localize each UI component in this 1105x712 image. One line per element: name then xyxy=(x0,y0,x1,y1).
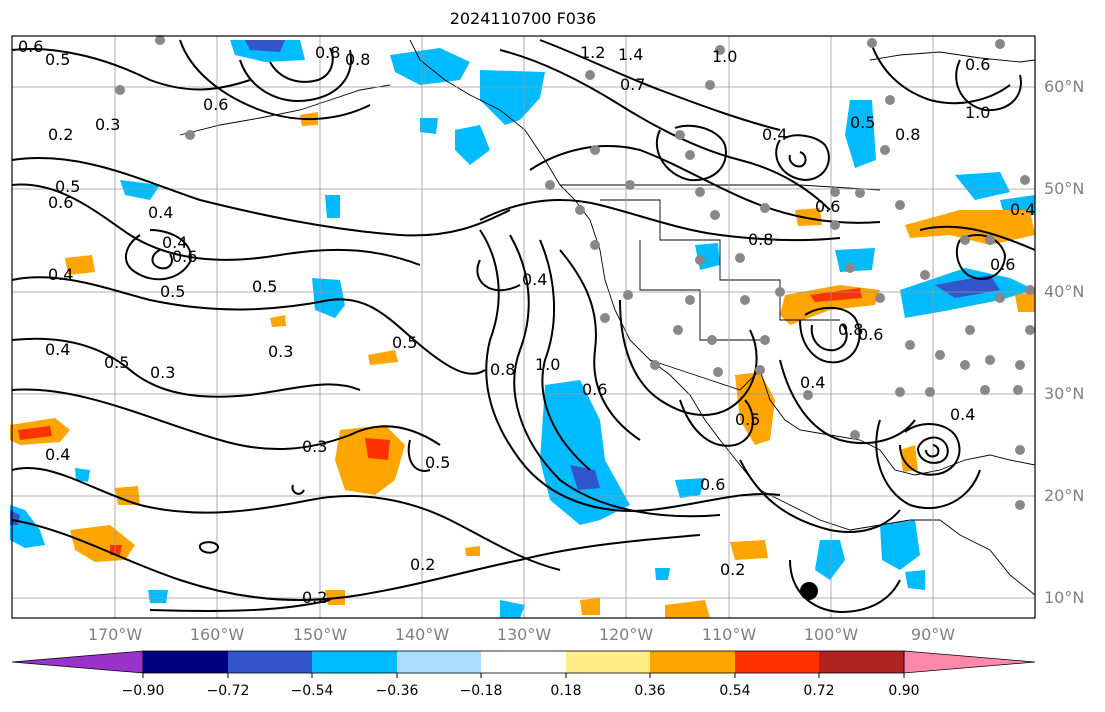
colorbar-tick: 0.72 xyxy=(803,683,835,699)
contour-label: 0.3 xyxy=(302,437,327,456)
map-title: 2024110700 F036 xyxy=(449,9,597,28)
contour-label: 0.7 xyxy=(620,75,645,94)
contour-label: 0.2 xyxy=(720,560,745,579)
contour-label: 0.6 xyxy=(18,37,43,56)
coastlines xyxy=(179,39,1036,596)
contour-lines xyxy=(11,39,1036,614)
lon-label-130w: 130°W xyxy=(496,625,552,644)
contour-label: 0.5 xyxy=(45,50,70,69)
contour-label: 0.6 xyxy=(815,197,840,216)
colorbar-tick: 0.36 xyxy=(634,683,666,699)
contour-label: 0.6 xyxy=(203,95,228,114)
contour-label: 1.0 xyxy=(965,103,990,122)
contour-label: 0.4 xyxy=(522,270,547,289)
contour-label: 0.8 xyxy=(748,230,773,249)
contour-label: 0.5 xyxy=(160,282,185,301)
contour-label: 0.3 xyxy=(268,342,293,361)
lon-label-160w: 160°W xyxy=(189,625,245,644)
contour-label: 0.2 xyxy=(48,125,73,144)
black-marker xyxy=(800,582,818,600)
lat-label-50n: 50°N xyxy=(1044,179,1085,198)
contour-label: 1.0 xyxy=(535,355,560,374)
anomaly-shading xyxy=(10,40,1035,618)
contour-label: 0.8 xyxy=(838,320,863,339)
colorbar-tick: −0.90 xyxy=(121,683,165,699)
contour-label: 0.8 xyxy=(895,125,920,144)
contour-label: 0.5 xyxy=(850,113,875,132)
lon-label-100w: 100°W xyxy=(803,625,859,644)
lon-label-110w: 110°W xyxy=(701,625,757,644)
contour-label: 0.8 xyxy=(490,360,515,379)
contour-label: 0.4 xyxy=(162,233,187,252)
contour-label: 0.6 xyxy=(48,193,73,212)
contour-label: 0.5 xyxy=(55,177,80,196)
contour-label: 0.5 xyxy=(392,333,417,352)
contour-label: 0.4 xyxy=(762,125,787,144)
contour-label: 0.3 xyxy=(95,115,120,134)
contour-label: 1.0 xyxy=(712,47,737,66)
contour-label: 0.6 xyxy=(965,55,990,74)
lon-label-120w: 120°W xyxy=(598,625,654,644)
contour-label: 0.4 xyxy=(45,445,70,464)
contour-label: 0.4 xyxy=(148,203,173,222)
colorbar-tick: 0.18 xyxy=(550,683,582,699)
contour-label: 0.4 xyxy=(48,265,73,284)
contour-label: 0.3 xyxy=(150,363,175,382)
contour-label: 0.8 xyxy=(345,50,370,69)
contour-label: 0.6 xyxy=(172,247,197,266)
lat-label-20n: 20°N xyxy=(1044,486,1085,505)
contour-label: 0.4 xyxy=(45,340,70,359)
lat-label-40n: 40°N xyxy=(1044,282,1085,301)
colorbar-over-arrow xyxy=(903,650,1036,674)
station-markers xyxy=(115,35,1035,510)
lat-label-30n: 30°N xyxy=(1044,384,1085,403)
contour-label: 0.5 xyxy=(252,277,277,296)
lon-label-150w: 150°W xyxy=(292,625,348,644)
contour-label: 0.2 xyxy=(410,555,435,574)
contour-label: 0.5 xyxy=(425,453,450,472)
colorbar-tick: −0.18 xyxy=(459,683,503,699)
colorbar-under-arrow xyxy=(11,650,144,674)
lon-label-140w: 140°W xyxy=(394,625,450,644)
contour-label: 0.8 xyxy=(315,43,340,62)
contour-label: 0.6 xyxy=(990,255,1015,274)
contour-label: 1.2 xyxy=(580,43,605,62)
contour-label-group: 0.60.50.2 0.30.50.6 0.40.40.4 0.60.5 0.5 … xyxy=(18,37,1035,607)
colorbar xyxy=(11,650,1036,678)
lat-label-10n: 10°N xyxy=(1044,588,1085,607)
contour-label: 0.4 xyxy=(1010,200,1035,219)
contour-label: 0.4 xyxy=(950,405,975,424)
colorbar-tick: −0.36 xyxy=(375,683,419,699)
contour-label: 0.6 xyxy=(858,325,883,344)
map-border xyxy=(11,35,1036,619)
contour-label: 0.6 xyxy=(700,475,725,494)
contour-label: 1.4 xyxy=(618,45,643,64)
contour-label: 0.5 xyxy=(735,410,760,429)
colorbar-tick: 0.90 xyxy=(888,683,920,699)
lat-label-60n: 60°N xyxy=(1044,77,1085,96)
contour-label: 0.2 xyxy=(302,588,327,607)
contour-label: 0.6 xyxy=(582,380,607,399)
lon-label-170w: 170°W xyxy=(87,625,143,644)
colorbar-tick: 0.54 xyxy=(719,683,751,699)
colorbar-tick: −0.54 xyxy=(290,683,334,699)
lon-label-90w: 90°W xyxy=(910,625,956,644)
contour-label: 0.4 xyxy=(800,373,825,392)
contour-label: 0.5 xyxy=(104,353,129,372)
colorbar-tick: −0.72 xyxy=(206,683,250,699)
